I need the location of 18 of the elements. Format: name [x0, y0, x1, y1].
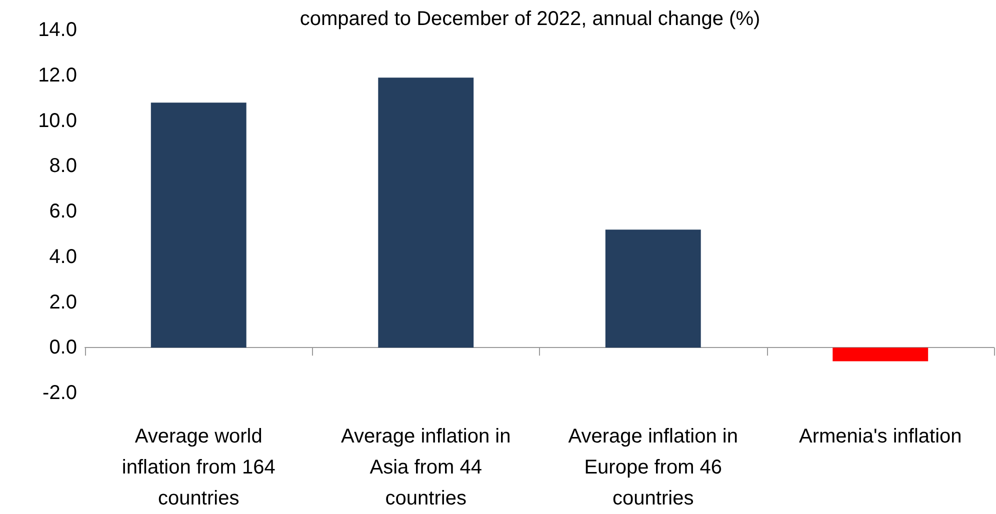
y-tick-label: -2.0 [42, 382, 77, 404]
x-tick-label: Average world inflation from 164 countries [122, 426, 276, 510]
y-tick-label: 8.0 [49, 155, 77, 178]
y-tick-label: 6.0 [49, 200, 77, 222]
y-tick-label: 12.0 [38, 64, 77, 86]
y-tick-label: 14.0 [38, 19, 77, 41]
chart-title: compared to December of 2022, annual change (%) [300, 8, 760, 30]
y-tick-label: 0.0 [49, 336, 77, 359]
y-tick-label: 10.0 [38, 110, 77, 132]
bar [832, 348, 928, 362]
x-tick-label: Average inflation in Asia from 44 countries [341, 426, 511, 510]
bar [150, 102, 246, 348]
x-tick-label: Average inflation in Europe from 46 countries [568, 426, 738, 510]
x-tick-label: Armenia's inflation [798, 426, 962, 448]
bar [605, 230, 701, 348]
y-tick-label: 4.0 [49, 246, 77, 268]
bar [378, 78, 474, 348]
y-tick-label: 2.0 [49, 291, 77, 314]
